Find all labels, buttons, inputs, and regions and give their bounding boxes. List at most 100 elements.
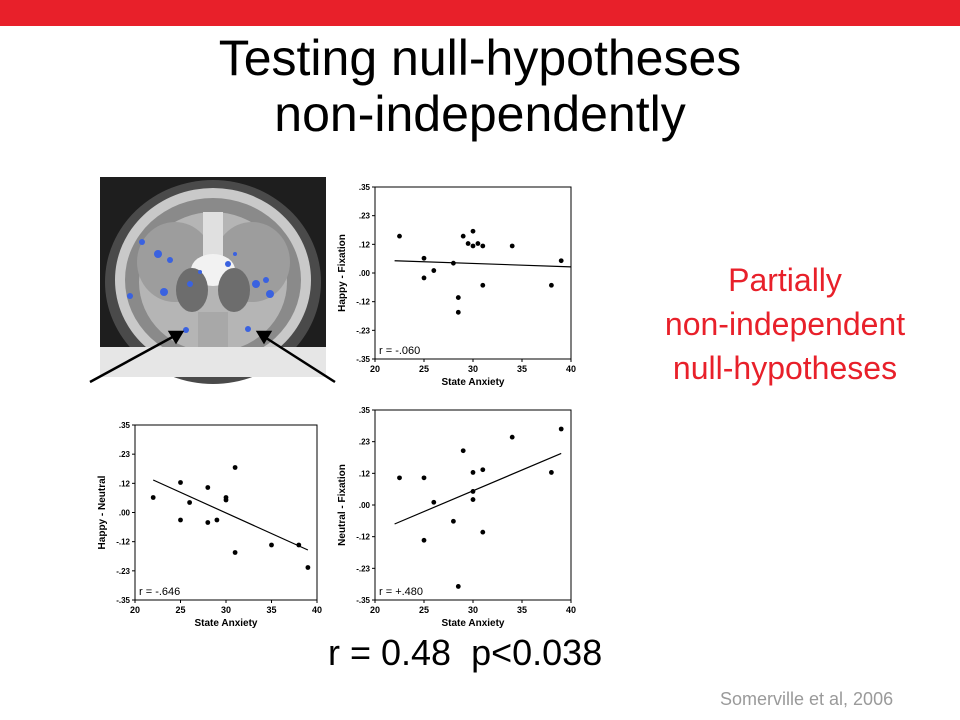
x-tick-label: 35 <box>517 605 527 615</box>
data-point <box>421 255 427 261</box>
data-point <box>480 243 486 249</box>
y-tick-label: -.23 <box>356 564 370 573</box>
title-line-1: Testing null-hypotheses <box>218 30 742 86</box>
data-point <box>509 434 515 440</box>
x-tick-label: 25 <box>175 605 185 615</box>
data-point <box>178 480 183 485</box>
y-tick-label: -.12 <box>116 538 130 547</box>
y-tick-label: -.12 <box>356 298 370 307</box>
y-tick-label: -.35 <box>356 596 370 605</box>
data-point <box>558 426 564 432</box>
data-point <box>470 489 476 494</box>
x-tick-label: 30 <box>221 605 231 615</box>
side-note-line-2: non-independent <box>664 306 906 342</box>
slide-title: Testing null-hypotheses non-independentl… <box>0 30 960 142</box>
data-point <box>214 517 220 523</box>
data-point <box>178 517 183 523</box>
data-point <box>480 467 486 473</box>
data-point <box>455 584 461 589</box>
y-tick-label: .00 <box>359 269 371 278</box>
data-point <box>397 233 402 239</box>
data-point <box>480 282 486 288</box>
y-tick-label: -.35 <box>356 355 370 364</box>
y-tick-label: .35 <box>359 183 371 192</box>
correlation-annotation: r = +.480 <box>379 586 423 598</box>
data-point <box>480 529 486 535</box>
side-note-line-3: null-hypotheses <box>672 350 898 386</box>
data-point <box>475 241 481 246</box>
data-point <box>421 275 427 281</box>
data-point <box>470 497 476 502</box>
data-point <box>470 243 476 249</box>
y-tick-label: .35 <box>119 421 131 430</box>
correlation-stat: r = 0.48 p<0.038 <box>328 632 603 673</box>
data-point <box>305 565 311 570</box>
y-tick-label: .12 <box>359 469 371 478</box>
y-tick-label: .12 <box>359 240 371 249</box>
data-point <box>558 258 564 264</box>
plot-frame <box>374 186 572 360</box>
data-point <box>451 518 456 524</box>
data-point <box>205 520 211 525</box>
x-tick-label: 40 <box>312 605 322 615</box>
y-tick-label: -.23 <box>116 567 130 576</box>
data-point <box>465 241 471 246</box>
x-tick-label: 40 <box>566 605 576 615</box>
data-point <box>455 295 461 300</box>
data-point <box>460 448 466 454</box>
y-tick-label: .00 <box>119 509 131 518</box>
data-point <box>455 309 461 315</box>
data-point <box>232 550 238 555</box>
y-tick-label: .12 <box>119 479 131 488</box>
data-point <box>421 475 427 481</box>
data-point <box>269 542 274 548</box>
plot-frame <box>374 409 572 601</box>
y-tick-label: .23 <box>359 212 371 221</box>
data-point <box>205 485 211 490</box>
correlation-annotation: r = -.646 <box>139 586 180 598</box>
data-point <box>431 268 437 273</box>
y-tick-label: -.12 <box>356 533 370 542</box>
x-axis-label: State Anxiety <box>195 618 258 629</box>
y-tick-label: .00 <box>359 501 371 510</box>
data-point <box>397 475 402 481</box>
data-point <box>549 282 554 288</box>
data-point <box>549 470 554 475</box>
title-line-2: non-independently <box>274 86 686 142</box>
accent-bar <box>0 0 960 26</box>
side-note-line-1: Partially <box>728 262 842 298</box>
x-tick-label: 35 <box>266 605 276 615</box>
x-tick-label: 40 <box>566 364 576 374</box>
x-tick-label: 25 <box>419 364 429 374</box>
x-tick-label: 20 <box>370 605 380 615</box>
y-tick-label: .23 <box>119 450 131 459</box>
data-point <box>296 542 302 548</box>
brain-image <box>100 177 326 384</box>
x-tick-label: 35 <box>517 364 527 374</box>
x-tick-label: 25 <box>419 605 429 615</box>
data-point <box>223 497 229 503</box>
x-axis-label: State Anxiety <box>442 618 505 629</box>
y-tick-label: .23 <box>359 438 371 447</box>
y-axis-label: Happy - Fixation <box>337 234 348 312</box>
y-axis-label: Happy - Neutral <box>97 475 108 549</box>
correlation-annotation: r = -.060 <box>379 345 420 357</box>
data-point <box>451 260 456 266</box>
x-tick-label: 20 <box>130 605 140 615</box>
arrows <box>89 330 336 384</box>
data-point <box>187 500 192 505</box>
data-point <box>470 228 476 234</box>
fit-line <box>152 479 309 551</box>
fit-line <box>394 260 572 268</box>
data-point <box>470 470 476 475</box>
data-point <box>421 537 427 543</box>
data-point <box>460 233 466 239</box>
x-tick-label: 20 <box>370 364 380 374</box>
y-tick-label: .35 <box>359 406 371 415</box>
x-tick-label: 30 <box>468 605 478 615</box>
x-axis-label: State Anxiety <box>442 377 505 388</box>
data-point <box>232 465 238 470</box>
